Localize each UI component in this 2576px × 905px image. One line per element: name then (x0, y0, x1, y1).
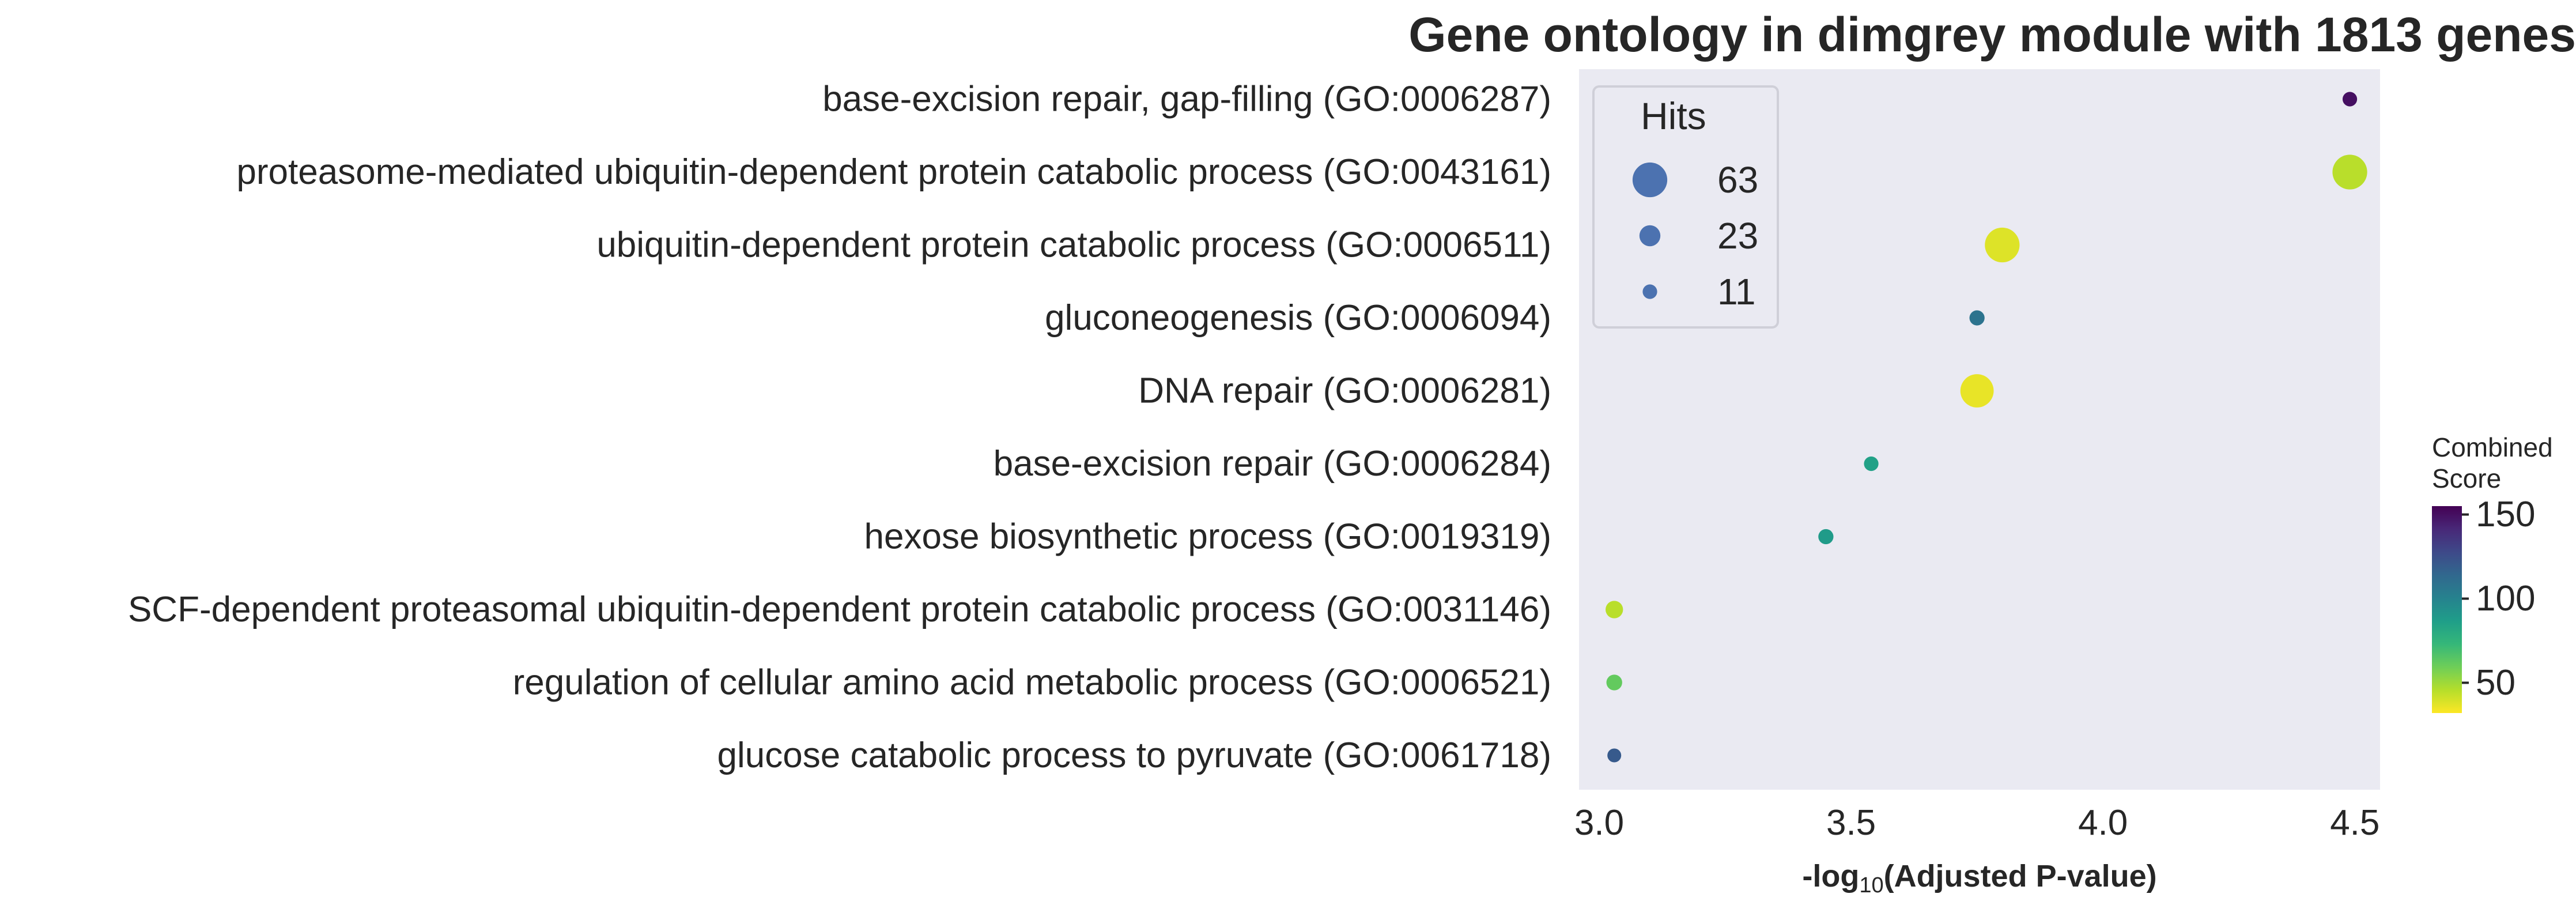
x-tick-label: 3.5 (1826, 803, 1876, 843)
colorbar-title: Combined (2432, 432, 2553, 462)
y-tick-label: gluconeogenesis (GO:0006094) (1045, 298, 1551, 338)
y-tick-label: hexose biosynthetic process (GO:0019319) (864, 517, 1551, 557)
legend-box (1592, 85, 1779, 329)
size-legend: Hits 63 23 11 (1592, 85, 1779, 329)
legend-label: 63 (1717, 159, 1758, 201)
y-tick-label: proteasome-mediated ubiquitin-dependent … (236, 152, 1551, 192)
colorbar-gradient (2432, 506, 2462, 713)
y-tick-label: SCF-dependent proteasomal ubiquitin-depe… (128, 590, 1551, 629)
data-point (1607, 748, 1622, 763)
legend-marker (1642, 284, 1657, 299)
legend-title: Hits (1641, 95, 1706, 137)
y-tick-label: DNA repair (GO:0006281) (1138, 371, 1551, 411)
y-tick-label: base-excision repair (GO:0006284) (994, 444, 1551, 484)
colorbar-tick-label: 150 (2476, 495, 2535, 534)
data-point (1960, 374, 1994, 408)
y-tick-label: ubiquitin-dependent protein catabolic pr… (596, 225, 1551, 265)
legend-marker (1632, 162, 1668, 198)
chart-title: Gene ontology in dimgrey module with 181… (1408, 7, 2576, 62)
x-axis-label: -log10(Adjusted P-value) (1802, 859, 2156, 898)
data-point (1969, 310, 1985, 326)
data-point (2332, 154, 2367, 190)
data-point (1864, 456, 1879, 472)
x-axis-ticks: 3.0 3.5 4.0 4.5 (1574, 803, 2380, 843)
data-point (1985, 227, 2020, 263)
colorbar-tick-label: 50 (2476, 663, 2515, 703)
data-point (1606, 674, 1622, 691)
y-axis-labels: base-excision repair, gap-filling (GO:00… (128, 80, 1551, 776)
data-point (1818, 529, 1834, 545)
y-tick-label: glucose catabolic process to pyruvate (G… (717, 736, 1551, 775)
data-point (2342, 92, 2358, 107)
x-tick-label: 3.0 (1574, 803, 1624, 843)
colorbar-tick-label: 100 (2476, 579, 2535, 619)
y-tick-label: base-excision repair, gap-filling (GO:00… (822, 80, 1551, 119)
x-tick-label: 4.5 (2330, 803, 2379, 843)
x-tick-label: 4.0 (2078, 803, 2128, 843)
legend-label: 23 (1717, 215, 1758, 257)
legend-marker (1639, 225, 1661, 247)
colorbar-title: Score (2432, 463, 2501, 493)
data-point (1606, 601, 1623, 619)
legend-label: 11 (1717, 271, 1755, 312)
y-tick-label: regulation of cellular amino acid metabo… (513, 663, 1551, 703)
data-points (1606, 92, 2367, 763)
